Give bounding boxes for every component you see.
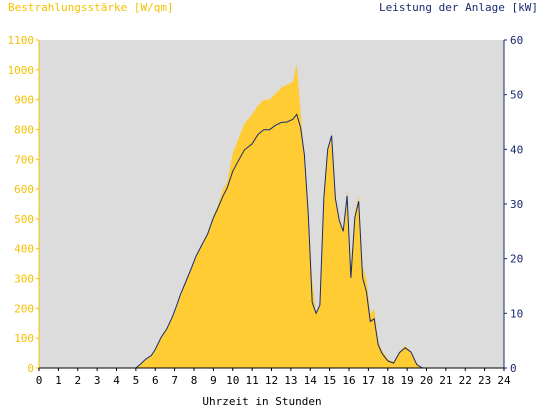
x-tick-label: 22: [459, 374, 472, 387]
right-tick-label: 30: [510, 198, 523, 211]
left-tick-label: 600: [14, 183, 34, 196]
left-tick-label: 400: [14, 243, 34, 256]
left-tick-label: 100: [14, 332, 34, 345]
x-tick-label: 9: [210, 374, 217, 387]
x-tick-label: 0: [36, 374, 43, 387]
x-tick-label: 5: [133, 374, 140, 387]
right-axis-ticks: 0 10 20 30 40 50 60: [504, 34, 523, 375]
x-tick-label: 14: [304, 374, 318, 387]
x-tick-label: 21: [439, 374, 452, 387]
right-tick-label: 50: [510, 89, 523, 102]
x-tick-label: 24: [497, 374, 511, 387]
left-tick-label: 800: [14, 123, 34, 136]
left-tick-label: 1100: [8, 34, 35, 47]
left-tick-label: 0: [27, 362, 34, 375]
x-tick-label: 20: [420, 374, 433, 387]
power-line-series: [39, 113, 504, 369]
x-tick-label: 12: [265, 374, 278, 387]
x-tick-label: 13: [284, 374, 297, 387]
x-tick-label: 2: [74, 374, 81, 387]
x-tick-label: 11: [246, 374, 259, 387]
x-tick-label: 7: [171, 374, 178, 387]
x-tick-label: 16: [342, 374, 355, 387]
x-tick-label: 15: [323, 374, 336, 387]
left-tick-label: 200: [14, 302, 34, 315]
right-axis-title: Leistung der Anlage [kW]: [379, 1, 538, 14]
x-axis-ticks: 0 1 2 3 4 5 6 7 8 9 10 11 12 13 14 15 16 17 18 19 20 21 22 23 24: [36, 368, 511, 387]
x-tick-label: 4: [113, 374, 120, 387]
left-axis-title: Bestrahlungsstärke [W/qm]: [8, 1, 174, 14]
x-tick-label: 17: [362, 374, 375, 387]
x-tick-label: 10: [226, 374, 239, 387]
x-tick-label: 3: [94, 374, 101, 387]
x-axis-label: Uhrzeit in Stunden: [202, 395, 321, 408]
right-tick-label: 10: [510, 307, 523, 320]
x-tick-label: 19: [401, 374, 414, 387]
left-axis-ticks: 0 100 200 300 400 500 600 700 800 900 1000 1100: [8, 34, 39, 375]
x-tick-label: 8: [191, 374, 198, 387]
x-tick-label: 1: [55, 374, 62, 387]
right-tick-label: 60: [510, 34, 523, 47]
right-tick-label: 40: [510, 143, 523, 156]
right-tick-label: 0: [510, 362, 517, 375]
left-tick-label: 300: [14, 273, 34, 286]
x-tick-label: 18: [381, 374, 394, 387]
x-tick-label: 6: [152, 374, 159, 387]
x-tick-label: 23: [478, 374, 491, 387]
left-tick-label: 700: [14, 153, 34, 166]
right-tick-label: 20: [510, 253, 523, 266]
irradiance-area-series: [39, 63, 504, 369]
left-tick-label: 900: [14, 94, 34, 107]
left-tick-label: 1000: [8, 64, 35, 77]
left-tick-label: 500: [14, 213, 34, 226]
